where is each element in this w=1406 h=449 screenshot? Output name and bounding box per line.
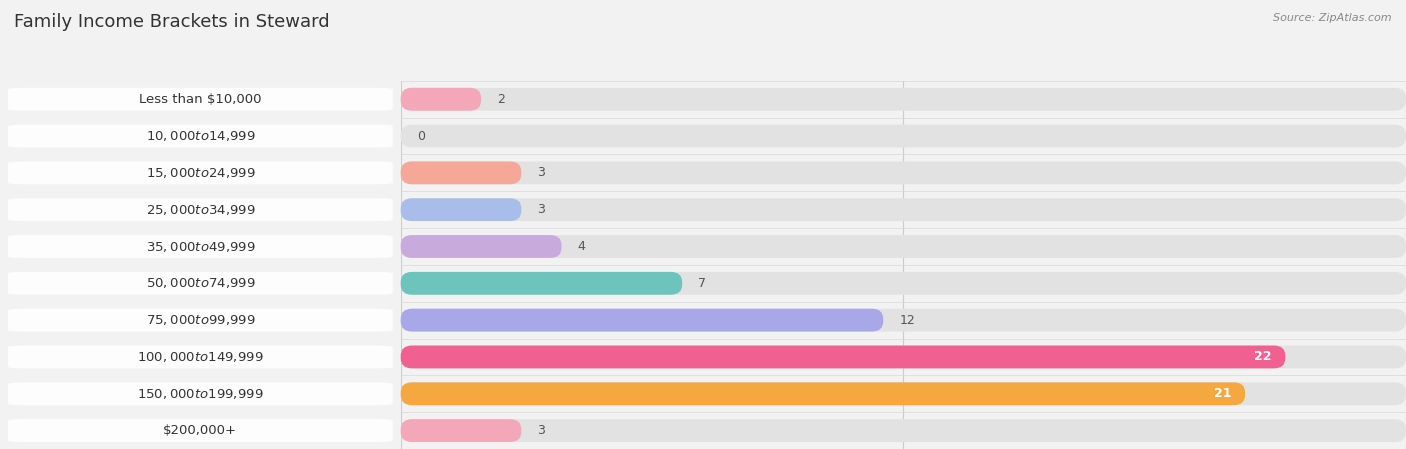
- FancyBboxPatch shape: [401, 235, 1406, 258]
- FancyBboxPatch shape: [401, 88, 481, 110]
- Text: Source: ZipAtlas.com: Source: ZipAtlas.com: [1274, 13, 1392, 23]
- Text: $150,000 to $199,999: $150,000 to $199,999: [138, 387, 263, 401]
- FancyBboxPatch shape: [401, 383, 1406, 405]
- Text: $35,000 to $49,999: $35,000 to $49,999: [145, 239, 256, 254]
- Text: Less than $10,000: Less than $10,000: [139, 93, 262, 106]
- Text: $200,000+: $200,000+: [163, 424, 238, 437]
- Text: Family Income Brackets in Steward: Family Income Brackets in Steward: [14, 13, 329, 31]
- FancyBboxPatch shape: [8, 419, 392, 442]
- FancyBboxPatch shape: [8, 198, 392, 221]
- FancyBboxPatch shape: [8, 88, 392, 110]
- FancyBboxPatch shape: [8, 346, 392, 368]
- Text: 22: 22: [1254, 351, 1271, 363]
- FancyBboxPatch shape: [401, 272, 682, 295]
- FancyBboxPatch shape: [401, 309, 883, 331]
- FancyBboxPatch shape: [8, 235, 392, 258]
- FancyBboxPatch shape: [8, 162, 392, 184]
- Text: 2: 2: [498, 93, 505, 106]
- FancyBboxPatch shape: [401, 235, 561, 258]
- FancyBboxPatch shape: [401, 162, 522, 184]
- FancyBboxPatch shape: [401, 88, 1406, 110]
- FancyBboxPatch shape: [8, 272, 392, 295]
- FancyBboxPatch shape: [401, 419, 1406, 442]
- FancyBboxPatch shape: [401, 309, 1406, 331]
- Text: 7: 7: [699, 277, 706, 290]
- FancyBboxPatch shape: [8, 309, 392, 331]
- Text: 0: 0: [416, 130, 425, 142]
- Text: $75,000 to $99,999: $75,000 to $99,999: [145, 313, 256, 327]
- Text: 12: 12: [900, 314, 915, 326]
- FancyBboxPatch shape: [8, 383, 392, 405]
- Text: $50,000 to $74,999: $50,000 to $74,999: [145, 276, 256, 291]
- FancyBboxPatch shape: [401, 162, 1406, 184]
- FancyBboxPatch shape: [401, 125, 1406, 147]
- FancyBboxPatch shape: [401, 346, 1406, 368]
- Text: $10,000 to $14,999: $10,000 to $14,999: [145, 129, 256, 143]
- Text: 3: 3: [537, 167, 546, 179]
- Text: 4: 4: [578, 240, 585, 253]
- Text: $25,000 to $34,999: $25,000 to $34,999: [145, 202, 256, 217]
- Text: 3: 3: [537, 203, 546, 216]
- FancyBboxPatch shape: [401, 383, 1246, 405]
- FancyBboxPatch shape: [401, 198, 522, 221]
- FancyBboxPatch shape: [401, 198, 1406, 221]
- FancyBboxPatch shape: [8, 125, 392, 147]
- FancyBboxPatch shape: [401, 272, 1406, 295]
- FancyBboxPatch shape: [401, 419, 522, 442]
- FancyBboxPatch shape: [401, 346, 1285, 368]
- Text: 3: 3: [537, 424, 546, 437]
- Text: $15,000 to $24,999: $15,000 to $24,999: [145, 166, 256, 180]
- Text: $100,000 to $149,999: $100,000 to $149,999: [138, 350, 263, 364]
- Text: 21: 21: [1213, 387, 1232, 400]
